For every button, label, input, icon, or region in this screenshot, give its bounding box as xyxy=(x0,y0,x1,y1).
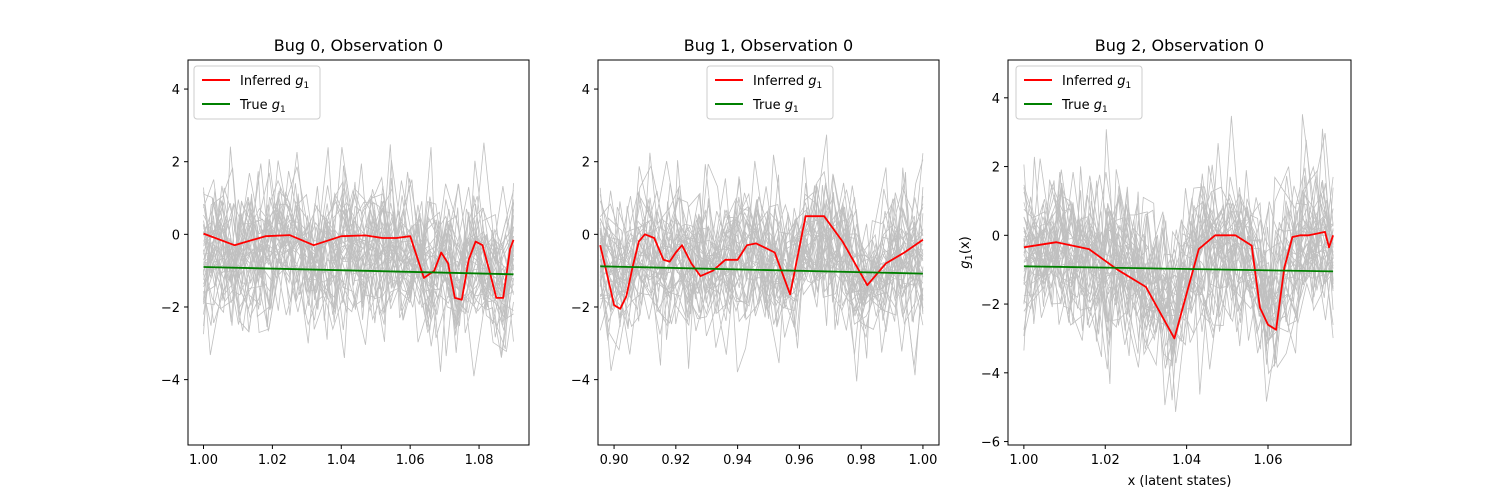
legend-entry: Inferred g1 xyxy=(753,74,822,91)
sample-trace xyxy=(599,197,924,349)
axes-frame xyxy=(1007,59,1352,446)
legend: Inferred g1 True g1 xyxy=(1015,65,1143,120)
true-g1-line xyxy=(203,266,514,276)
true-g1-line xyxy=(600,265,923,275)
y-tick-label: −4 xyxy=(161,374,180,389)
sample-trace xyxy=(203,183,514,349)
y-axis-label: g1(x) xyxy=(958,236,975,268)
subplot-title: Bug 0, Observation 0 xyxy=(274,36,443,55)
axes-frame xyxy=(597,59,940,446)
x-tick-label: 1.00 xyxy=(189,453,218,468)
legend-entry: True g1 xyxy=(1061,98,1108,115)
true-g1-line xyxy=(1023,265,1334,273)
x-tick-label: 1.06 xyxy=(1254,453,1283,468)
sample-trace xyxy=(1023,133,1334,402)
y-tick-label: 4 xyxy=(992,92,1000,107)
sample-trace xyxy=(1023,201,1334,348)
x-tick-label: 0.96 xyxy=(785,453,814,468)
y-tick-label: 0 xyxy=(582,228,590,243)
sample-trace xyxy=(1023,186,1334,341)
sample-trace xyxy=(1023,185,1334,344)
y-tick-label: −2 xyxy=(571,301,590,316)
sample-trace xyxy=(600,160,924,329)
x-tick-label: 0.98 xyxy=(847,453,876,468)
sample-trace xyxy=(599,186,924,324)
y-tick-label: −4 xyxy=(981,367,1000,382)
y-tick-label: −2 xyxy=(981,298,1000,313)
y-tick-label: 0 xyxy=(172,228,180,243)
subplot-title: Bug 2, Observation 0 xyxy=(1095,36,1264,55)
y-tick-label: 2 xyxy=(582,156,590,171)
x-tick-label: 1.02 xyxy=(1091,453,1120,468)
sample-trace xyxy=(203,147,514,353)
x-tick-label: 0.94 xyxy=(723,453,752,468)
y-tick-label: 2 xyxy=(992,161,1000,176)
sample-trace xyxy=(599,178,924,321)
x-tick-label: 1.02 xyxy=(258,453,287,468)
y-tick-label: −6 xyxy=(981,436,1000,451)
legend-entry: True g1 xyxy=(752,98,799,115)
x-tick-label: 1.06 xyxy=(396,453,425,468)
y-tick-label: 2 xyxy=(172,156,180,171)
inferred-g1-line xyxy=(1023,230,1334,340)
sample-trace xyxy=(1023,182,1334,365)
sample-traces xyxy=(599,134,924,382)
y-tick-label: −2 xyxy=(161,301,180,316)
legend: Inferred g1 True g1 xyxy=(706,65,834,120)
subplot-1: 0.90 0.92 0.94 0.96 0.98 1.00 −4 −2 0 2 4 Bug 1, Ob… xyxy=(571,36,940,468)
x-tick-label: 1.04 xyxy=(327,453,356,468)
sample-trace xyxy=(1023,139,1334,347)
x-tick-label: 1.00 xyxy=(908,453,937,468)
x-tick-label: 1.08 xyxy=(465,453,494,468)
x-tick-label: 0.92 xyxy=(661,453,690,468)
inferred-g1-line xyxy=(599,215,924,310)
sample-traces xyxy=(203,142,514,377)
y-tick-label: −4 xyxy=(571,374,590,389)
legend-entry: Inferred g1 xyxy=(240,74,309,91)
subplot-2: 1.00 1.02 1.04 1.06 −6 −4 −2 0 2 4 Bug 2, Observat… xyxy=(958,36,1352,489)
subplot-0: 1.00 1.02 1.04 1.06 1.08 −4 −2 0 2 4 Bug 0, Observ… xyxy=(161,36,530,468)
x-tick-label: 0.90 xyxy=(600,453,629,468)
sample-trace xyxy=(1023,176,1334,316)
y-tick-label: 4 xyxy=(172,83,180,98)
y-tick-label: 4 xyxy=(582,83,590,98)
inferred-g1-line xyxy=(203,232,515,301)
sample-trace xyxy=(1023,206,1334,333)
subplot-title: Bug 1, Observation 0 xyxy=(684,36,853,55)
x-axis-label: x (latent states) xyxy=(1128,474,1232,489)
x-tick-label: 1.04 xyxy=(1172,453,1201,468)
sample-trace xyxy=(203,179,514,335)
legend-entry: True g1 xyxy=(239,98,286,115)
x-tick-label: 1.00 xyxy=(1009,453,1038,468)
sample-trace xyxy=(1023,186,1334,309)
legend-entry: Inferred g1 xyxy=(1062,74,1131,91)
sample-traces xyxy=(1023,114,1334,412)
y-tick-label: 0 xyxy=(992,229,1000,244)
sample-trace xyxy=(203,172,514,325)
axes-frame xyxy=(187,59,530,446)
legend: Inferred g1 True g1 xyxy=(193,65,321,120)
sample-trace xyxy=(203,181,514,326)
sample-trace xyxy=(599,164,924,325)
